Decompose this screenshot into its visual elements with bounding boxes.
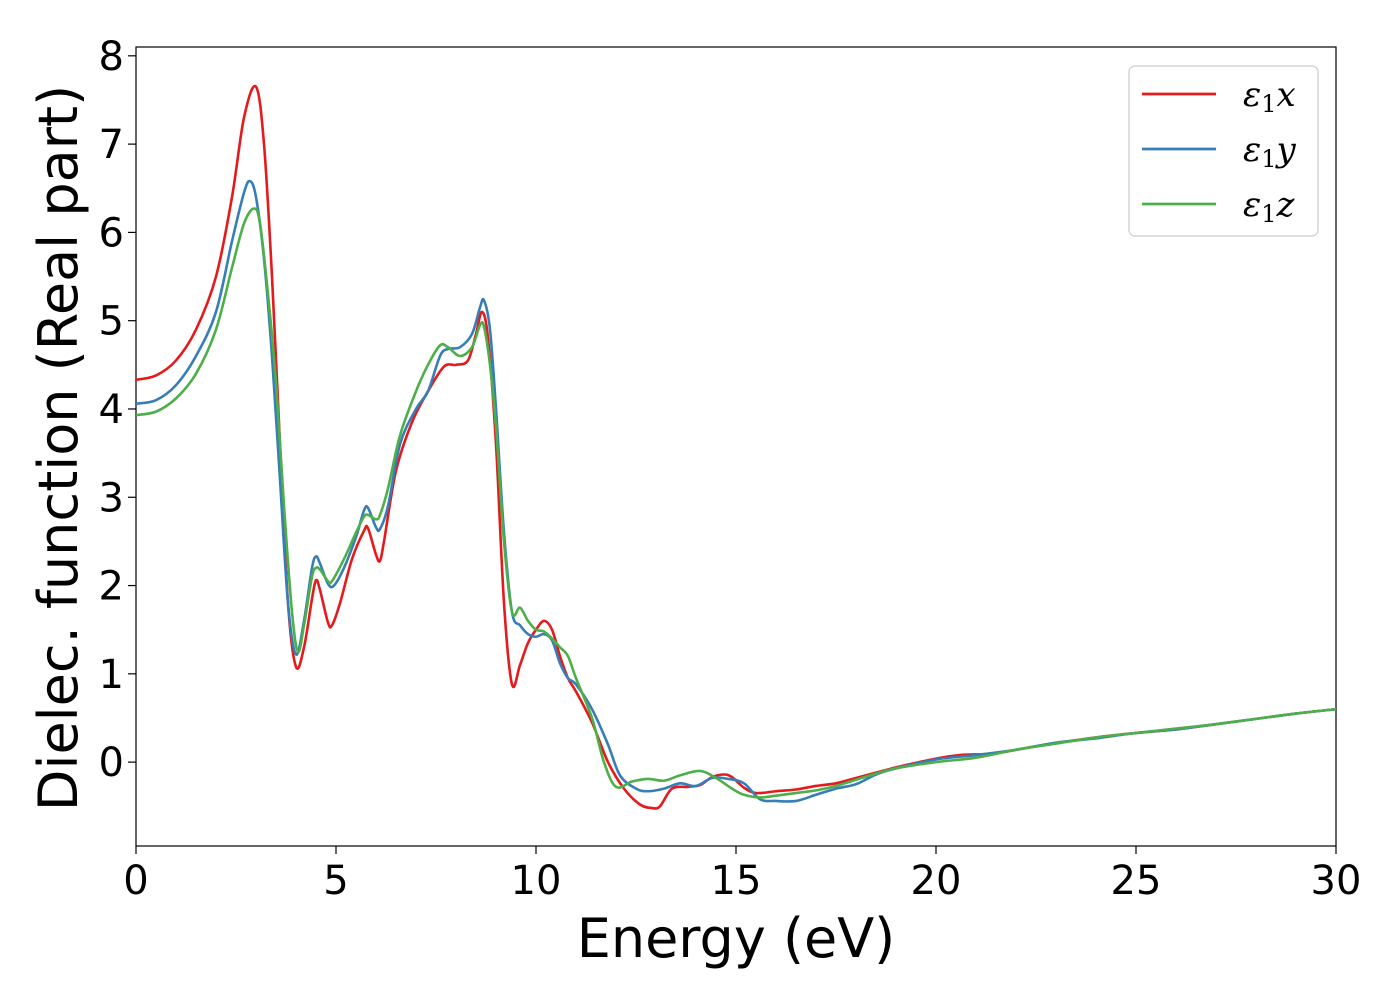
legend-label-x: ε1x [1243,75,1296,118]
y-tick-label: 7 [99,122,124,168]
legend: ε1x ε1y ε1z [1128,65,1319,237]
y-tick-label: 5 [99,299,124,345]
legend-label-y: ε1y [1243,130,1297,173]
y-tick-label: 0 [99,740,124,786]
x-tick-label: 10 [511,858,562,904]
y-tick-label: 6 [99,210,124,256]
x-tick-label: 20 [911,858,962,904]
y-tick-label: 3 [99,475,124,521]
legend-label-z: ε1z [1243,185,1296,228]
x-tick-label: 30 [1311,858,1362,904]
x-axis: 0 5 10 15 20 25 30 [123,846,1361,904]
x-tick-label: 15 [711,858,762,904]
y-axis-label: Dielec. function (Real part) [27,85,90,811]
legend-box [1128,65,1319,237]
y-tick-label: 4 [99,387,124,433]
x-tick-label: 5 [323,858,348,904]
y-tick-label: 2 [99,564,124,610]
x-axis-label: Energy (eV) [577,907,896,970]
series-line-z [136,207,1336,799]
series-layer [136,84,1336,810]
y-tick-label: 8 [99,34,124,80]
y-axis: 0 1 2 3 4 5 6 7 8 [99,34,136,786]
y-tick-label: 1 [99,652,124,698]
x-tick-label: 0 [123,858,148,904]
x-tick-label: 25 [1111,858,1162,904]
